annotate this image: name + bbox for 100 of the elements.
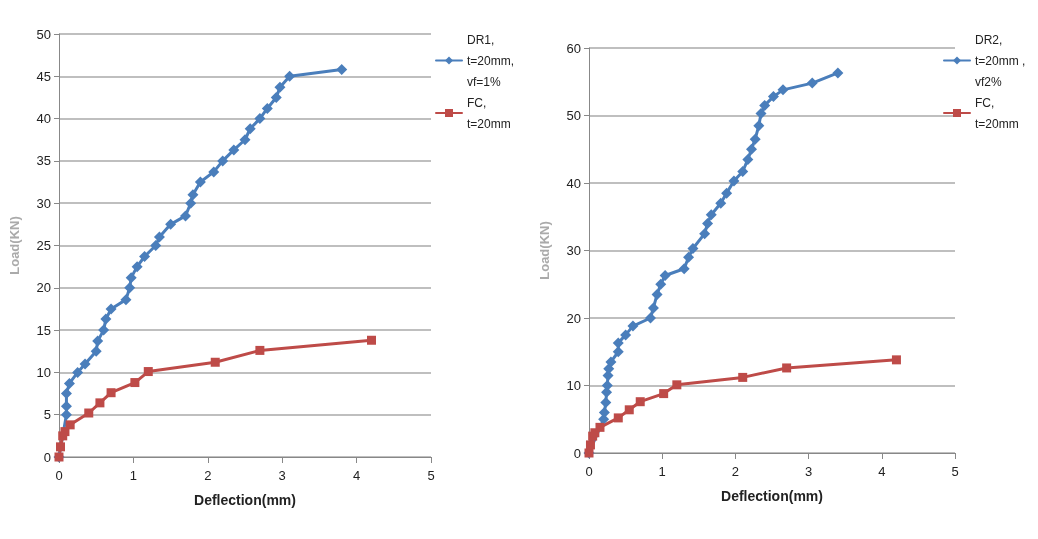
y-axis-title: Load(KN) — [7, 216, 22, 275]
y-tick-label: 50 — [566, 108, 581, 123]
x-tick-label: 4 — [352, 468, 361, 483]
point — [153, 231, 165, 243]
point — [55, 442, 65, 452]
point — [620, 329, 632, 341]
point — [715, 197, 727, 209]
point — [130, 378, 140, 388]
point — [651, 288, 663, 300]
legend-label: DR1, t=20mm, vf=1% — [467, 32, 518, 89]
y-axis-title: Load(KN) — [537, 221, 552, 280]
x-tick-label: 5 — [951, 464, 959, 479]
point — [139, 251, 151, 262]
point — [131, 261, 143, 273]
point — [120, 294, 132, 306]
point — [125, 272, 137, 284]
point — [683, 251, 695, 263]
point — [659, 389, 669, 399]
point — [585, 440, 595, 450]
point — [100, 313, 112, 325]
point — [143, 367, 153, 377]
point — [777, 84, 789, 96]
point — [659, 269, 671, 281]
point — [217, 155, 229, 167]
point — [105, 303, 117, 315]
point — [738, 372, 748, 382]
point — [366, 335, 376, 345]
point — [832, 67, 844, 79]
point — [612, 346, 624, 358]
y-tick-label: 30 — [566, 243, 581, 258]
point — [737, 166, 749, 178]
y-tick-label: 10 — [566, 378, 581, 393]
x-tick-label: 3 — [804, 464, 813, 479]
point — [705, 209, 717, 221]
point — [891, 355, 901, 365]
point — [728, 175, 740, 187]
point — [228, 144, 240, 156]
legend-label: FC, t=20mm — [467, 95, 511, 131]
point — [194, 176, 206, 188]
x-tick-label: 1 — [129, 468, 138, 483]
point — [753, 120, 765, 132]
legend-label: FC, t=20mm — [975, 95, 1019, 131]
x-tick-label: 1 — [658, 464, 666, 479]
point — [270, 91, 282, 103]
x-tick-label: 0 — [55, 468, 63, 483]
y-tick-label: 25 — [36, 238, 51, 253]
point — [274, 81, 286, 93]
point — [678, 263, 690, 275]
point — [284, 70, 296, 82]
x-tick-label: 0 — [585, 464, 593, 479]
point — [65, 420, 75, 430]
point — [150, 240, 162, 251]
x-axis-title: Deflection(mm) — [194, 492, 296, 508]
point — [239, 134, 251, 146]
point — [595, 422, 605, 432]
y-tick-label: 40 — [36, 111, 51, 127]
point — [95, 398, 105, 408]
y-tick-label: 40 — [566, 175, 581, 191]
y-tick-label: 5 — [43, 407, 51, 423]
point — [749, 133, 761, 145]
point — [60, 427, 70, 437]
point — [721, 187, 733, 199]
point — [261, 102, 273, 114]
y-tick-label: 45 — [36, 68, 51, 84]
point — [60, 409, 72, 421]
y-tick-label: 0 — [43, 449, 51, 465]
point — [210, 357, 220, 367]
x-tick-label: 2 — [204, 468, 212, 483]
point — [601, 380, 613, 391]
point — [624, 405, 634, 415]
y-tick-label: 35 — [36, 153, 51, 169]
x-tick-label: 5 — [427, 468, 435, 483]
point — [655, 278, 667, 290]
y-tick-label: 50 — [36, 26, 51, 42]
point — [187, 189, 199, 201]
point — [72, 366, 84, 378]
y-tick-label: 30 — [36, 195, 51, 211]
y-tick-label: 0 — [573, 445, 581, 461]
point — [627, 320, 639, 332]
x-tick-label: 2 — [731, 464, 740, 479]
point — [106, 388, 116, 398]
point — [612, 337, 624, 349]
point — [746, 143, 757, 155]
x-tick-label: 4 — [878, 464, 886, 479]
point — [613, 413, 623, 423]
point — [635, 397, 645, 407]
point — [244, 123, 256, 135]
point — [255, 345, 265, 355]
point — [806, 77, 818, 89]
point — [90, 345, 102, 357]
y-tick-label: 20 — [566, 310, 581, 326]
point — [124, 282, 136, 294]
point — [699, 228, 711, 240]
y-tick-label: 10 — [36, 364, 51, 380]
point — [755, 107, 767, 119]
x-tick-label: 3 — [278, 468, 286, 483]
point — [336, 64, 348, 76]
point — [84, 408, 94, 418]
point — [672, 380, 682, 390]
point — [702, 218, 714, 229]
